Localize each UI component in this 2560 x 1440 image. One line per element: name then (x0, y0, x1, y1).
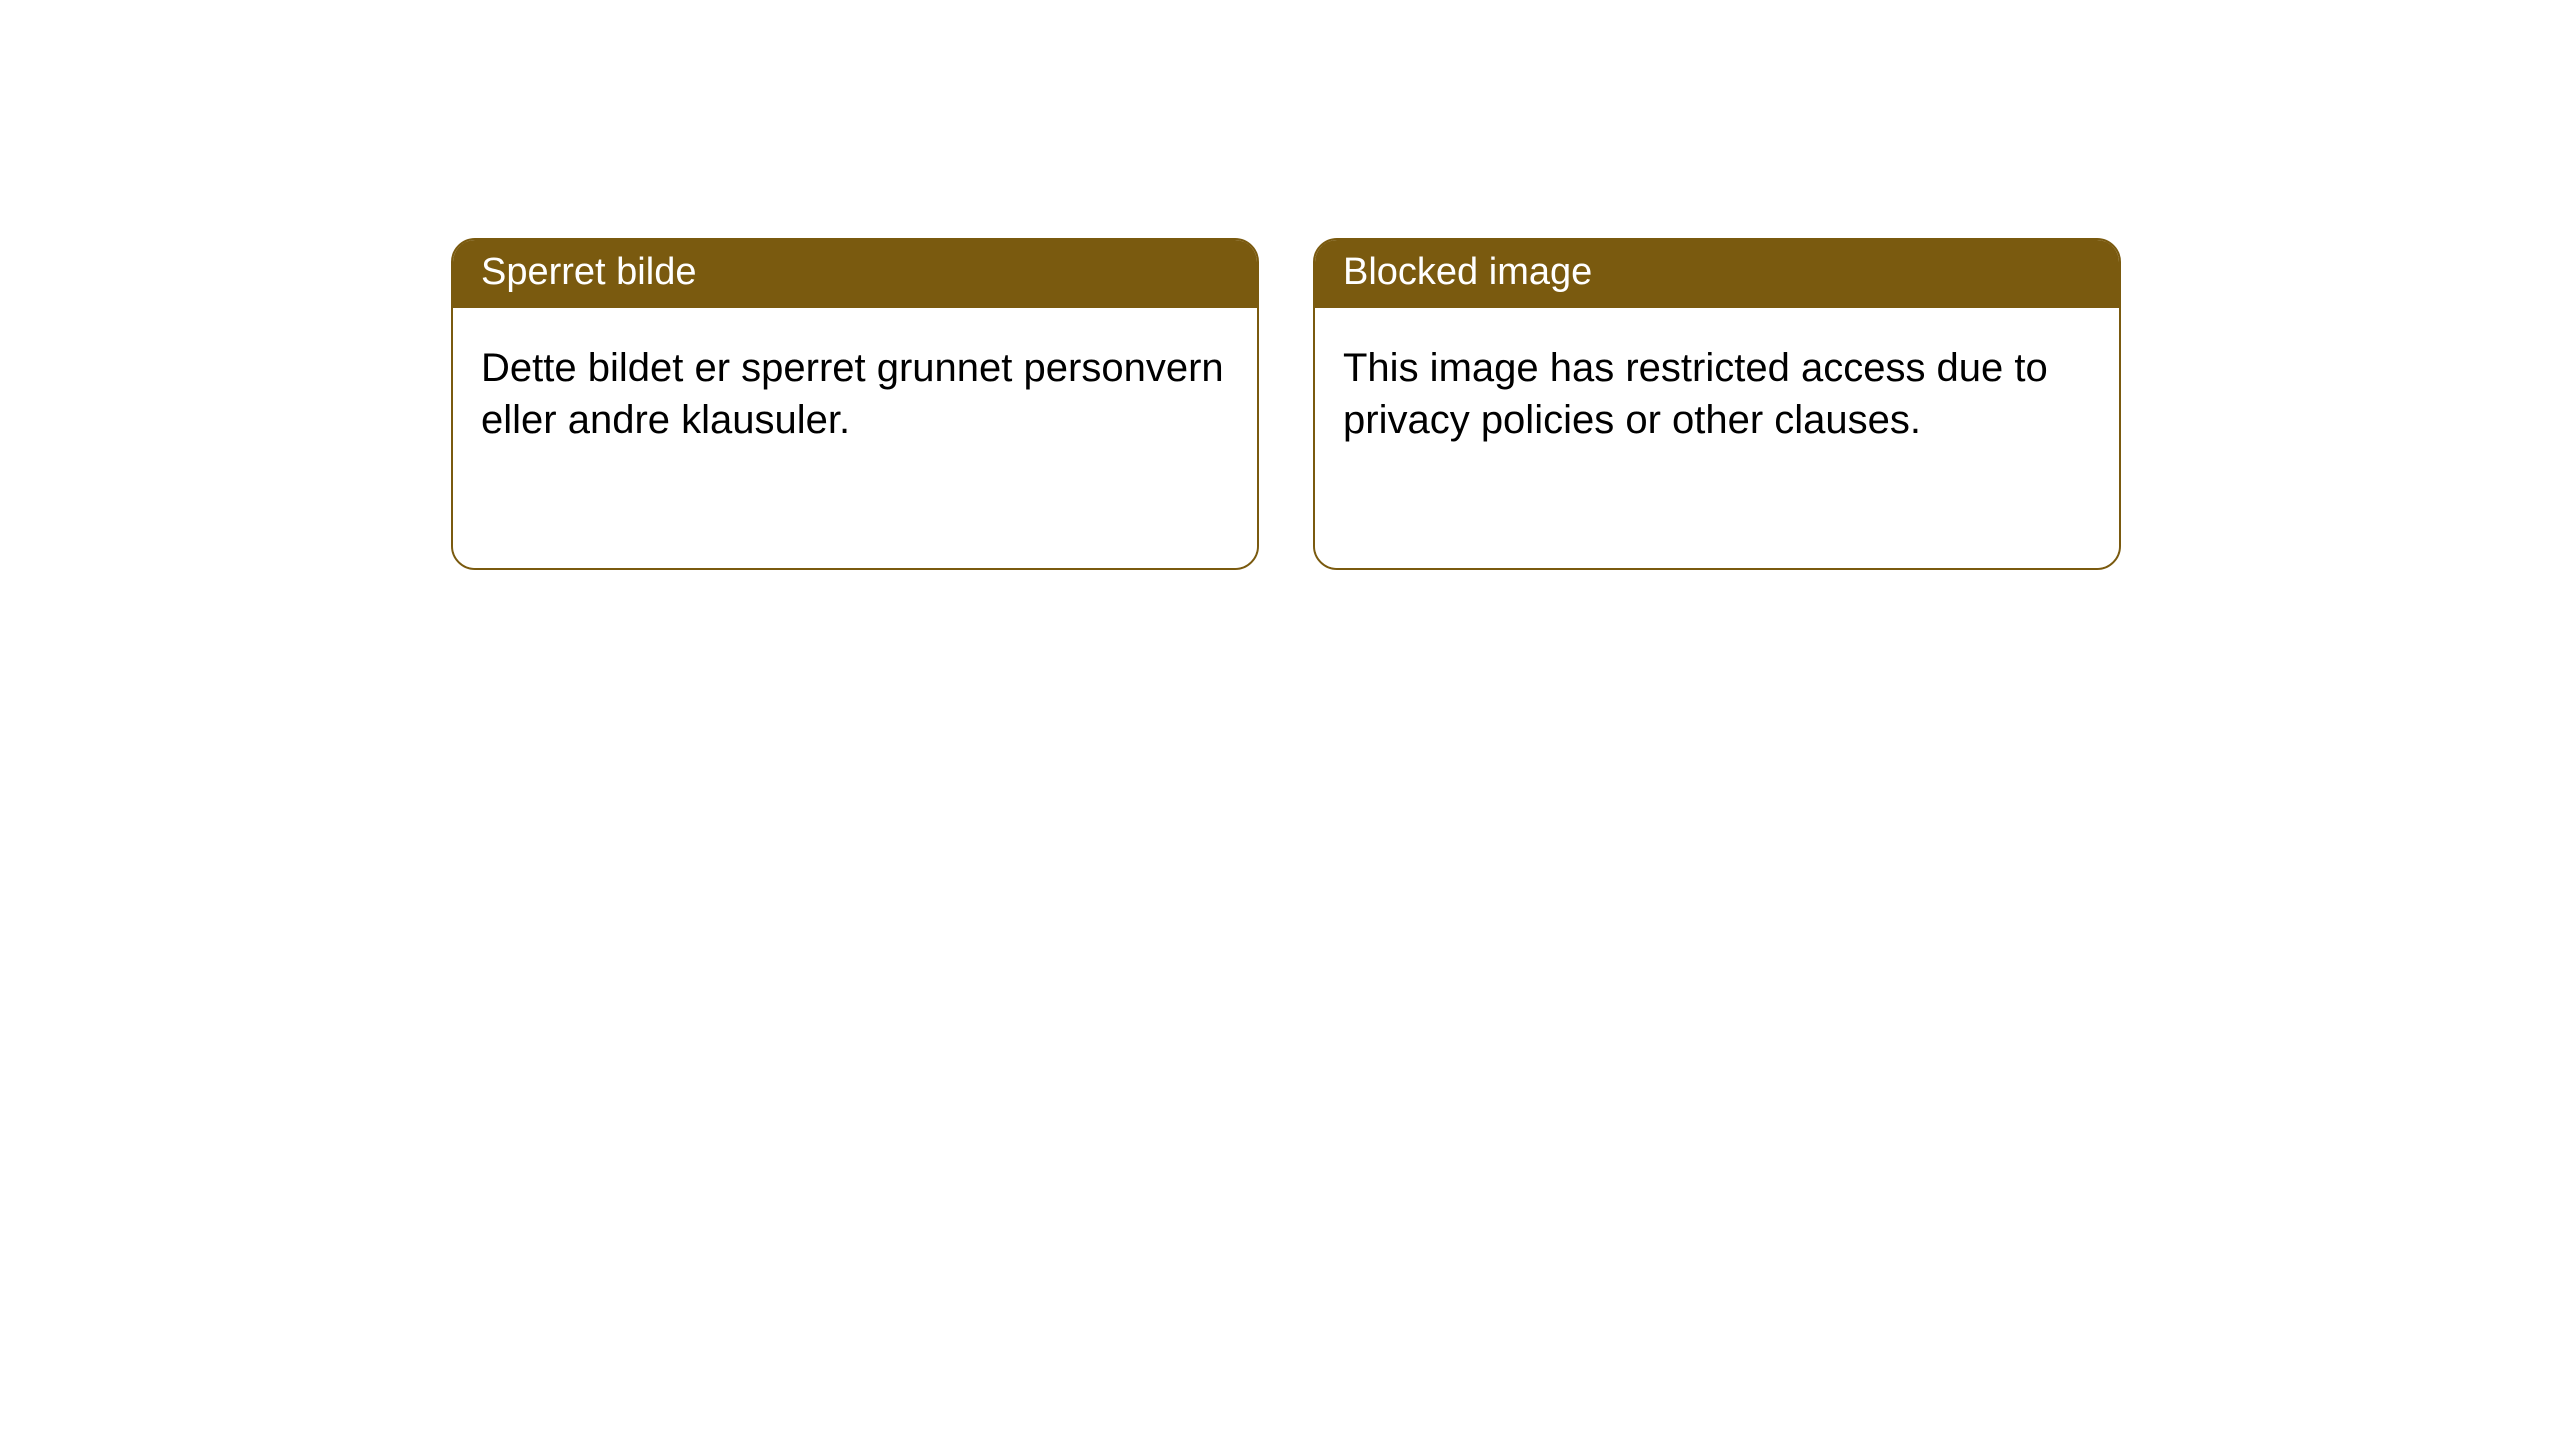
card-message-en: This image has restricted access due to … (1343, 346, 2048, 442)
card-header-no: Sperret bilde (453, 240, 1257, 308)
card-body-no: Dette bildet er sperret grunnet personve… (453, 308, 1257, 568)
card-title-en: Blocked image (1343, 251, 1592, 293)
notice-container: Sperret bilde Dette bildet er sperret gr… (0, 0, 2560, 570)
card-header-en: Blocked image (1315, 240, 2119, 308)
card-title-no: Sperret bilde (481, 251, 696, 293)
card-body-en: This image has restricted access due to … (1315, 308, 2119, 568)
blocked-image-card-en: Blocked image This image has restricted … (1313, 238, 2121, 570)
blocked-image-card-no: Sperret bilde Dette bildet er sperret gr… (451, 238, 1259, 570)
card-message-no: Dette bildet er sperret grunnet personve… (481, 346, 1224, 442)
